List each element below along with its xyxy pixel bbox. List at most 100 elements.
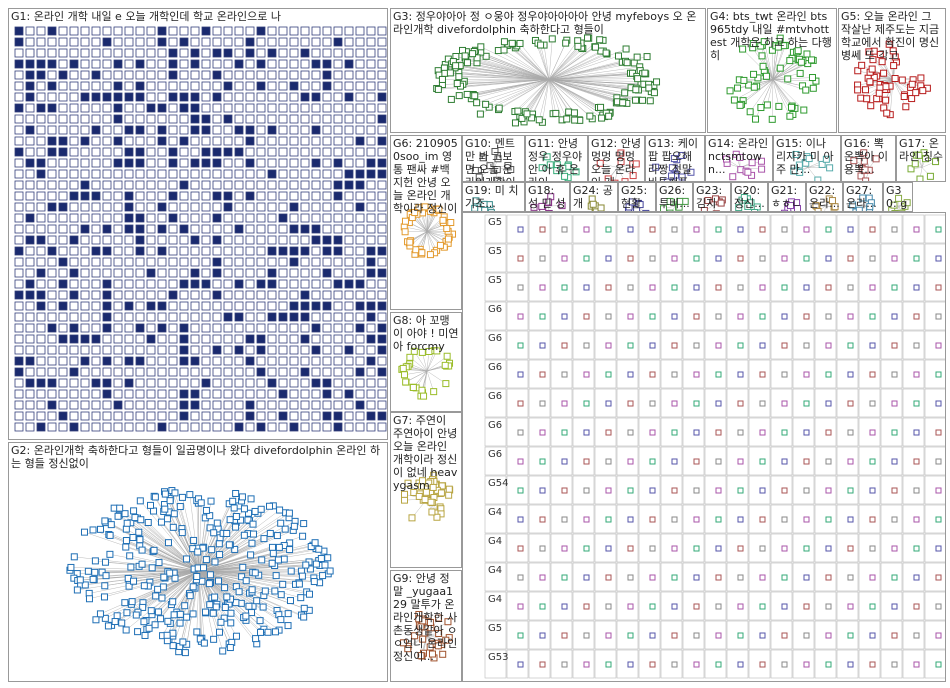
cell: [770, 504, 793, 534]
node: [234, 422, 244, 432]
node: [234, 114, 244, 124]
node: [700, 206, 708, 211]
cell: [594, 301, 617, 331]
group-panel: G8: 아 꼬맹이 아야 ! 미연아 forcmy: [390, 312, 462, 412]
node: [803, 342, 810, 349]
node: [124, 147, 134, 157]
node: [605, 112, 613, 120]
node: [234, 70, 244, 80]
node: [146, 378, 156, 388]
cell: [880, 388, 903, 418]
cell: [792, 388, 815, 418]
node: [168, 158, 178, 168]
node: [179, 158, 189, 168]
node: [911, 160, 919, 168]
node: [122, 537, 130, 545]
cell: [594, 446, 617, 476]
node: [69, 268, 79, 278]
node: [898, 76, 906, 84]
node: [36, 345, 46, 355]
edge: [151, 570, 200, 611]
node: [135, 290, 145, 300]
cell: [660, 649, 683, 679]
node: [80, 136, 90, 146]
node: [344, 389, 354, 399]
node: [107, 521, 115, 529]
group-graph: [781, 198, 802, 211]
node: [932, 158, 940, 166]
node: [278, 367, 288, 377]
node: [223, 180, 233, 190]
node: [762, 72, 770, 80]
node: [333, 103, 343, 113]
node: [366, 202, 376, 212]
node: [919, 87, 927, 95]
node: [47, 202, 57, 212]
node: [759, 62, 767, 70]
edge: [95, 570, 200, 620]
node: [366, 169, 376, 179]
node: [781, 632, 788, 639]
node: [435, 614, 443, 622]
node: [598, 114, 606, 122]
node: [201, 114, 211, 124]
node: [649, 661, 656, 668]
edge: [857, 79, 894, 86]
cell: [748, 359, 771, 389]
node: [377, 411, 387, 421]
node: [322, 246, 332, 256]
node: [36, 257, 46, 267]
node: [157, 279, 167, 289]
node: [92, 616, 100, 624]
node: [322, 213, 332, 223]
edge: [548, 79, 602, 119]
node: [411, 209, 419, 217]
node: [425, 347, 433, 355]
cell: [902, 330, 925, 360]
node: [163, 631, 171, 639]
group-label: G11: 안녕 정우 정우야 안 아 휴 온라인: [528, 137, 583, 181]
edge: [196, 500, 200, 572]
node: [245, 125, 255, 135]
node: [326, 567, 334, 575]
node: [194, 548, 202, 556]
edge: [548, 53, 608, 80]
node: [671, 371, 678, 378]
edge: [772, 79, 816, 82]
node: [796, 69, 804, 77]
node: [511, 119, 519, 127]
edge: [548, 76, 637, 80]
node: [278, 268, 288, 278]
node: [102, 345, 112, 355]
node: [355, 400, 365, 410]
node: [131, 514, 139, 522]
cell: [858, 243, 881, 273]
node: [736, 101, 744, 109]
node: [152, 592, 160, 600]
cell: [528, 620, 551, 650]
node: [234, 158, 244, 168]
node: [863, 95, 871, 103]
node: [69, 389, 79, 399]
node: [584, 34, 592, 42]
cell: [726, 504, 749, 534]
node: [825, 487, 832, 494]
node: [69, 81, 79, 91]
cell: [704, 591, 727, 621]
node: [737, 545, 744, 552]
node: [627, 255, 634, 262]
node: [267, 323, 277, 333]
node: [289, 246, 299, 256]
node: [81, 581, 89, 589]
node: [299, 532, 307, 540]
node: [47, 345, 57, 355]
node: [430, 388, 438, 396]
node: [737, 429, 744, 436]
node: [248, 586, 256, 594]
node: [355, 26, 365, 36]
node: [168, 268, 178, 278]
node: [113, 147, 123, 157]
node: [267, 334, 277, 344]
node: [212, 378, 222, 388]
node: [561, 458, 568, 465]
